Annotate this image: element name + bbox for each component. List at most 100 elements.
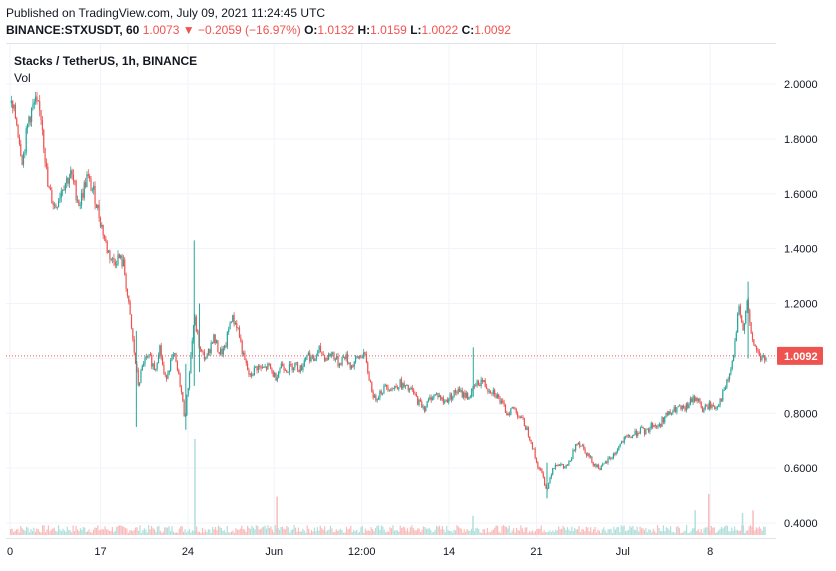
volume-bar — [10, 529, 12, 535]
volume-bar — [219, 527, 221, 535]
volume-bar — [44, 532, 47, 535]
candle-body — [234, 322, 237, 325]
candle-body — [523, 418, 525, 427]
candle-body — [66, 177, 68, 184]
volume-bar — [340, 528, 342, 535]
chart-legend: Stacks / TetherUS, 1h, BINANCE Vol — [14, 53, 197, 87]
volume-bar — [598, 530, 601, 535]
volume-bar — [316, 527, 318, 535]
volume-bar — [363, 532, 365, 535]
candle-body — [276, 377, 278, 381]
volume-bar — [184, 529, 186, 535]
volume-bar — [12, 532, 15, 535]
candle-body — [444, 401, 446, 403]
candle-body — [463, 392, 465, 398]
volume-bar — [425, 528, 427, 535]
last-price: 1.0073 — [142, 23, 180, 37]
candle-body — [650, 422, 652, 429]
volume-bar — [584, 531, 586, 535]
candle-body — [180, 387, 183, 392]
candle-body — [233, 315, 235, 325]
volume-bar — [731, 527, 733, 535]
volume-bar — [572, 530, 574, 535]
candle-body — [78, 200, 80, 206]
candle-body — [125, 274, 127, 290]
candle-body — [693, 396, 696, 402]
volume-bar — [337, 530, 339, 535]
volume-bar — [411, 525, 413, 535]
chart-panel[interactable] — [6, 43, 776, 539]
candle-body — [681, 405, 683, 410]
volume-bar — [28, 532, 31, 535]
volume-bar — [79, 528, 81, 535]
volume-bar — [148, 525, 150, 535]
volume-bar — [515, 527, 518, 535]
volume-bar — [300, 531, 302, 535]
candle-body — [625, 435, 627, 438]
candle-body — [414, 393, 416, 395]
candle-body — [107, 250, 110, 253]
volume-bar — [547, 531, 550, 535]
candle-body — [59, 197, 61, 202]
candle-body — [762, 355, 764, 358]
volume-bar — [558, 526, 560, 535]
candle-body — [581, 445, 583, 447]
candle-body — [441, 397, 443, 400]
volume-bar — [296, 531, 298, 535]
candle-body — [47, 166, 49, 187]
volume-bar — [546, 531, 548, 535]
candle-body — [453, 390, 455, 397]
candle-body — [672, 411, 674, 414]
candle-body — [527, 427, 529, 437]
candle-body — [39, 101, 41, 111]
volume-bar — [21, 528, 23, 535]
candle-body — [454, 390, 457, 393]
candle-body — [129, 302, 131, 315]
candle-body — [442, 397, 444, 403]
candle-body — [214, 334, 216, 344]
candle-body — [48, 186, 50, 188]
volume-bar — [723, 526, 726, 535]
volume-bar — [270, 526, 272, 535]
candle-body — [734, 341, 736, 355]
candle-body — [739, 306, 741, 316]
candle-body — [348, 362, 350, 364]
candle-body — [664, 416, 666, 423]
candle-body — [101, 224, 103, 227]
candle-body — [303, 360, 305, 367]
volume-bar — [302, 528, 304, 535]
candle-body — [680, 405, 682, 410]
candle-body — [603, 463, 605, 465]
candle-body — [458, 388, 461, 392]
volume-bar — [81, 529, 83, 535]
volume-bar — [171, 526, 173, 535]
candle-body — [43, 130, 45, 149]
candle-body — [593, 463, 596, 466]
candle-body — [700, 401, 702, 408]
candle-body — [421, 401, 423, 408]
volume-bar — [435, 525, 438, 535]
volume-bar — [550, 532, 553, 535]
candle-body — [365, 354, 367, 363]
volume-bar — [232, 530, 234, 535]
candle-body — [248, 369, 250, 375]
volume-bar — [690, 531, 692, 535]
candle-body — [91, 189, 93, 191]
candle-body — [237, 327, 239, 329]
volume-bar — [187, 530, 189, 535]
volume-bar — [153, 529, 156, 535]
volume-bar — [136, 527, 138, 535]
candle-body — [145, 356, 147, 358]
candle-body — [689, 398, 691, 405]
volume-bar — [702, 532, 704, 535]
volume-bar — [180, 526, 182, 535]
candle-body — [696, 397, 698, 401]
volume-bar — [105, 529, 108, 535]
candle-body — [506, 412, 508, 416]
volume-bar — [655, 532, 657, 535]
candle-body — [483, 380, 485, 383]
volume-bar — [223, 530, 225, 535]
candle-body — [94, 185, 96, 205]
candle-body — [168, 370, 170, 373]
